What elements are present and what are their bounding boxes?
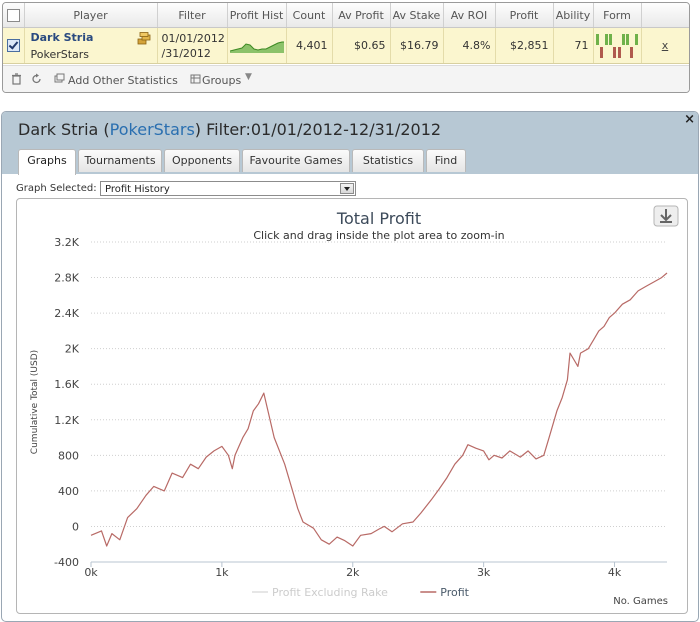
tab-opponents[interactable]: Opponents [164, 149, 240, 172]
col-profit-hist[interactable]: Profit Hist [227, 3, 287, 28]
legend-item-profit-excluding-rake[interactable]: Profit Excluding Rake [272, 586, 388, 599]
groups-button[interactable]: Groups [202, 74, 242, 87]
x-tick-label: 1k [215, 566, 229, 579]
select-all-checkbox[interactable] [6, 8, 20, 22]
form-loss-bar [630, 46, 634, 58]
close-icon[interactable]: × [684, 112, 695, 127]
series-line-profit [90, 272, 668, 547]
x-tick-label: 4k [608, 566, 622, 579]
title-filter: Filter:01/01/2012-12/31/2012 [201, 120, 442, 139]
y-tick-label: 800 [58, 449, 79, 462]
col-form[interactable]: Form [593, 3, 642, 28]
form-win-bar [626, 33, 630, 45]
chart-subtitle: Click and drag inside the plot area to z… [253, 229, 504, 242]
title-player-name: Dark Stria [18, 120, 99, 139]
legend-item-profit[interactable]: Profit [440, 586, 469, 599]
chart-panel: Total Profit Click and drag inside the pl… [16, 198, 688, 614]
col-av-stake[interactable]: Av Stake [390, 3, 444, 28]
profit-cell: $2,851 [495, 27, 554, 64]
y-tick-label: 400 [58, 485, 79, 498]
remove-cell[interactable]: x [641, 27, 689, 64]
av-stake-cell: $16.79 [390, 27, 444, 64]
add-statistics-button[interactable]: Add Other Statistics [68, 74, 178, 87]
graph-select[interactable]: Profit History [100, 181, 356, 196]
col-filter[interactable]: Filter [157, 3, 228, 28]
col-ability[interactable]: Ability [553, 3, 594, 28]
x-tick-label: 0k [84, 566, 98, 579]
tab-favourite-games[interactable]: Favourite Games [242, 149, 350, 172]
player-window: Dark Stria (PokerStars) Filter:01/01/201… [1, 111, 699, 622]
filter-cell: 01/01/2012 /31/2012 [157, 27, 228, 64]
select-all-header[interactable] [3, 3, 25, 28]
form-win-bar [634, 33, 638, 45]
form-loss-bar [617, 46, 621, 58]
y-tick-label: 1.2K [54, 414, 79, 427]
window-title: Dark Stria (PokerStars) Filter:01/01/201… [18, 120, 441, 139]
player-site: PokerStars [30, 47, 90, 61]
trash-icon[interactable] [11, 73, 22, 85]
form-loss-bar [600, 46, 604, 58]
row-select-cell[interactable] [3, 27, 25, 64]
graph-select-value: Profit History [105, 184, 170, 195]
x-axis-label: No. Games [613, 596, 668, 607]
form-win-bar [608, 33, 612, 45]
remove-row-button[interactable]: x [661, 39, 669, 52]
y-tick-label: -400 [54, 556, 79, 569]
refresh-icon[interactable] [31, 73, 42, 85]
form-loss-bar [613, 46, 617, 58]
player-results-grid: Player Filter Profit Hist Count Av Profi… [2, 2, 690, 93]
grid-toolbar: Add Other Statistics Groups ▼ [3, 65, 689, 92]
form-win-bar [604, 33, 608, 45]
add-statistics-icon[interactable] [54, 73, 65, 85]
form-indicator [595, 33, 639, 59]
title-site-link[interactable]: PokerStars [109, 120, 195, 139]
col-profit[interactable]: Profit [495, 3, 554, 28]
ability-cell: 71 [553, 27, 594, 64]
chip-stack-icon[interactable] [137, 32, 151, 45]
y-tick-label: 2K [65, 343, 80, 356]
download-icon[interactable] [660, 209, 672, 223]
col-player[interactable]: Player [24, 3, 158, 28]
col-av-profit[interactable]: Av Profit [332, 3, 391, 28]
header-row: Player Filter Profit Hist Count Av Profi… [3, 3, 689, 28]
title-close-paren: ) [194, 120, 202, 139]
tab-graphs[interactable]: Graphs [18, 149, 76, 175]
graph-selected-label: Graph Selected: [16, 183, 97, 194]
y-tick-label: 3.2K [54, 236, 79, 249]
row-checkbox[interactable] [6, 39, 20, 53]
dropdown-arrow-icon[interactable] [340, 183, 354, 194]
col-count[interactable]: Count [286, 3, 333, 28]
chart-title: Total Profit [336, 209, 421, 228]
profit-sparkline [229, 41, 284, 53]
av-roi-cell: 4.8% [443, 27, 496, 64]
col-av-roi[interactable]: Av ROI [443, 3, 496, 28]
x-tick-label: 3k [477, 566, 491, 579]
form-cell [593, 27, 642, 64]
tab-find[interactable]: Find [426, 149, 466, 172]
groups-dropdown-icon[interactable]: ▼ [245, 72, 252, 82]
profit-sparkline-cell [227, 27, 287, 64]
title-open-paren: ( [103, 120, 110, 139]
groups-icon[interactable] [190, 73, 201, 85]
y-axis-label: Cumulative Total (USD) [30, 350, 40, 454]
col-close [641, 3, 689, 28]
y-tick-label: 2.8K [54, 272, 79, 285]
form-win-bar [596, 33, 599, 45]
tab-statistics[interactable]: Statistics [352, 149, 424, 172]
table-row[interactable]: Dark Stria PokerStars 01/01/2012 /31/201… [3, 27, 689, 64]
form-win-bar [621, 33, 625, 45]
results-table: Player Filter Profit Hist Count Av Profi… [3, 3, 689, 64]
player-cell[interactable]: Dark Stria PokerStars [24, 27, 158, 64]
x-tick-label: 2k [346, 566, 360, 579]
y-tick-label: 0 [72, 520, 79, 533]
player-name-link[interactable]: Dark Stria [30, 30, 94, 44]
window-header: Dark Stria (PokerStars) Filter:01/01/201… [2, 112, 698, 175]
y-tick-label: 2.4K [54, 307, 79, 320]
tab-tournaments[interactable]: Tournaments [78, 149, 162, 172]
av-profit-cell: $0.65 [332, 27, 391, 64]
y-tick-label: 1.6K [54, 378, 79, 391]
count-cell: 4,401 [286, 27, 333, 64]
